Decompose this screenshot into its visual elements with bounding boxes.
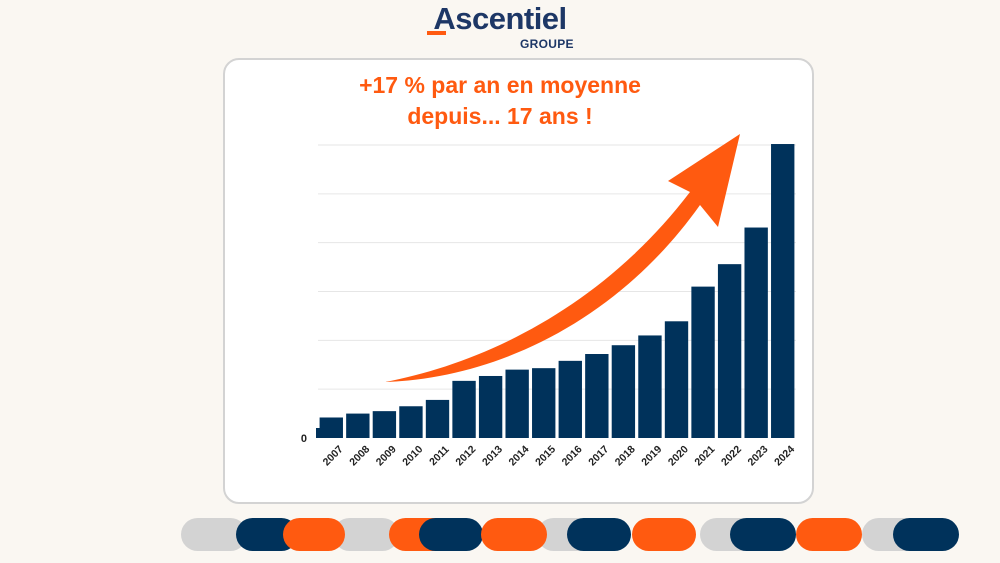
x-tick-label-2008: 2008 xyxy=(347,443,372,468)
bar-2021 xyxy=(691,286,715,438)
x-tick-label-2007: 2007 xyxy=(321,443,346,468)
x-tick-label-2024: 2024 xyxy=(772,443,797,468)
bar-2007 xyxy=(319,417,343,438)
x-tick-label-2015: 2015 xyxy=(533,443,558,468)
axis-stub xyxy=(316,428,320,438)
headline-line-2: depuis... 17 ans ! xyxy=(407,103,593,129)
bar-2013 xyxy=(478,375,503,438)
trend-up-arrow-icon xyxy=(385,134,740,382)
x-tick-label-2016: 2016 xyxy=(560,443,585,468)
logo-underline-mark xyxy=(427,31,446,35)
chart-x-tick-labels: 2007 2008 2009 2010 2011 2012 2013 2014 2015 2016… xyxy=(321,443,798,468)
x-tick-label-2018: 2018 xyxy=(613,443,638,468)
bar-2008 xyxy=(346,413,370,438)
footer-pill xyxy=(632,518,696,551)
bar-2023 xyxy=(744,227,768,438)
x-tick-label-2022: 2022 xyxy=(719,443,744,468)
footer-pill xyxy=(283,518,345,551)
bar-2024 xyxy=(771,144,795,439)
footer-pill xyxy=(893,518,959,551)
footer-pill xyxy=(481,518,547,551)
chart-bars xyxy=(316,144,795,439)
bar-2020 xyxy=(664,321,689,438)
bar-2010 xyxy=(399,406,423,438)
x-tick-label-2012: 2012 xyxy=(453,443,478,468)
bar-2009 xyxy=(372,411,397,438)
headline-line-1: +17 % par an en moyenne xyxy=(359,72,641,98)
bar-2022 xyxy=(717,264,742,438)
bar-2014 xyxy=(505,369,529,438)
footer-pill xyxy=(419,518,483,551)
footer-pill xyxy=(730,518,796,551)
x-tick-label-2013: 2013 xyxy=(480,443,505,468)
x-tick-label-2011: 2011 xyxy=(427,443,452,468)
x-tick-label-2020: 2020 xyxy=(666,443,691,468)
x-tick-label-2021: 2021 xyxy=(692,443,717,468)
bar-2018 xyxy=(611,345,636,438)
x-tick-label-2023: 2023 xyxy=(746,443,771,468)
x-tick-label-2019: 2019 xyxy=(639,443,664,468)
logo-name: Ascentiel xyxy=(433,1,567,36)
bar-2015 xyxy=(532,368,556,438)
brand-logo: Ascentiel xyxy=(0,2,1000,36)
bar-2017 xyxy=(585,354,609,438)
bar-2019 xyxy=(638,335,662,438)
footer-pill xyxy=(796,518,862,551)
x-tick-label-2010: 2010 xyxy=(400,443,425,468)
x-tick-label-2009: 2009 xyxy=(374,443,399,468)
headline: +17 % par an en moyenne depuis... 17 ans… xyxy=(223,70,777,132)
bar-2012 xyxy=(452,380,476,438)
logo-subtitle: GROUPE xyxy=(520,37,574,51)
bar-2016 xyxy=(558,360,582,438)
y-tick-label-0: 0 xyxy=(301,433,307,445)
bar-2011 xyxy=(425,399,450,438)
footer-pill xyxy=(567,518,631,551)
x-tick-label-2014: 2014 xyxy=(507,443,532,468)
x-tick-label-2017: 2017 xyxy=(586,443,611,468)
